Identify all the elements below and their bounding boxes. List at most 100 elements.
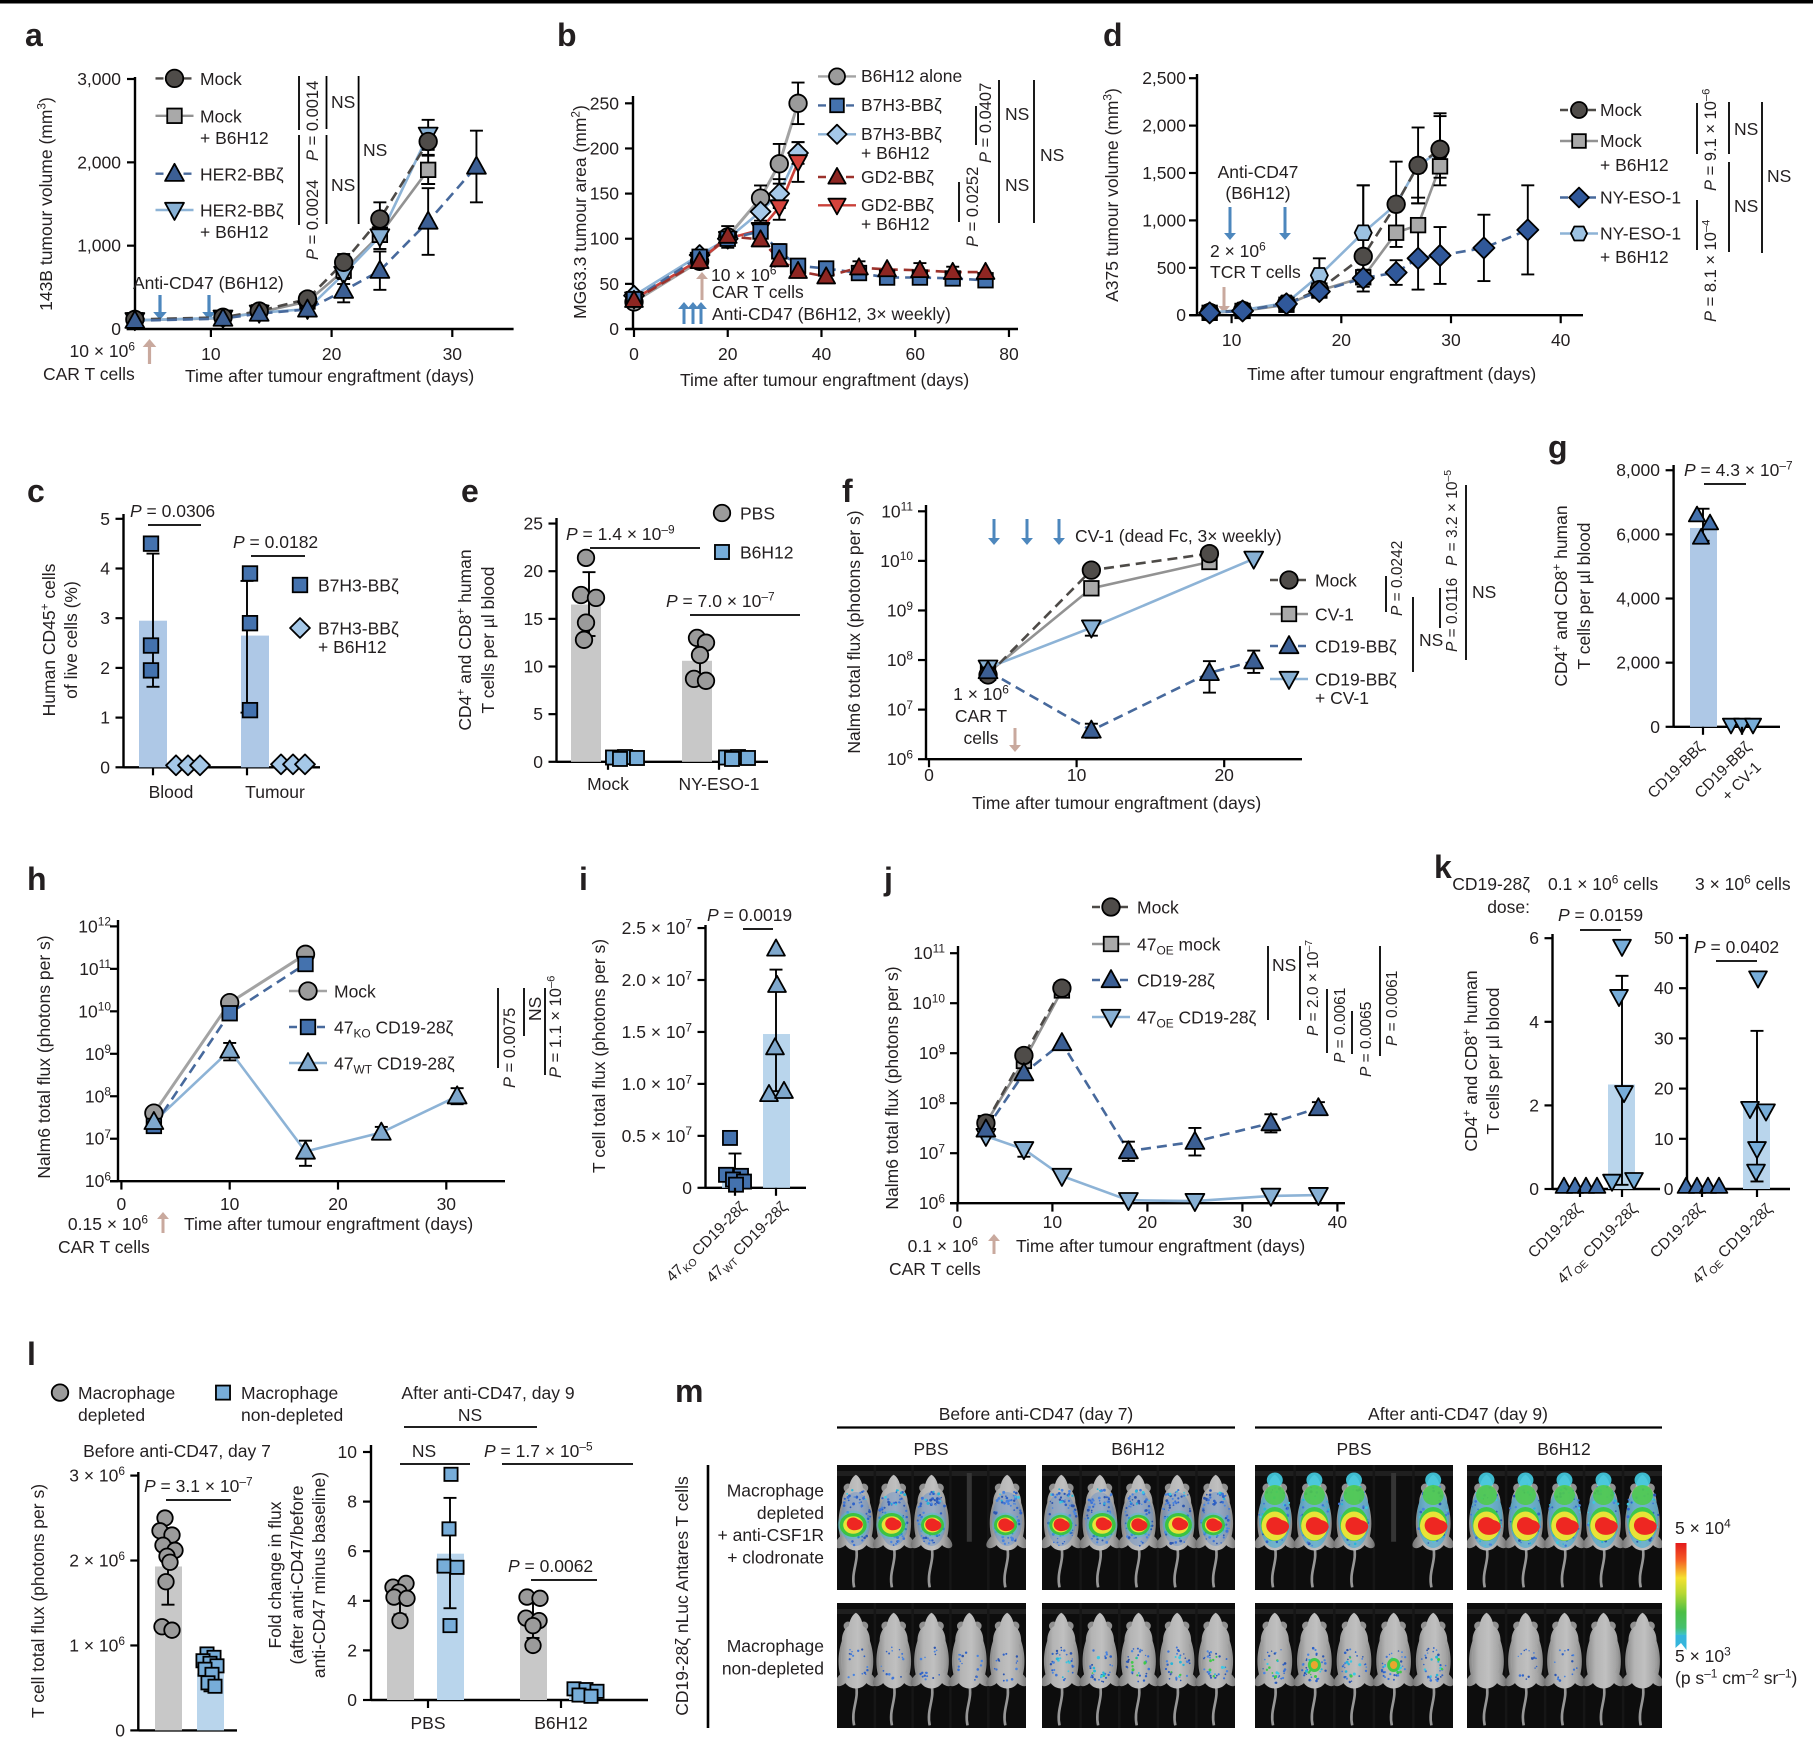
svg-text:Mock: Mock (1600, 100, 1642, 120)
svg-text:+ B6H12: + B6H12 (318, 637, 387, 657)
svg-text:20: 20 (1214, 765, 1234, 785)
svg-text:cells: cells (963, 728, 998, 748)
svg-text:PBS: PBS (913, 1439, 948, 1459)
svg-text:Macrophage: Macrophage (727, 1636, 824, 1656)
svg-text:P = 0.0019: P = 0.0019 (707, 905, 792, 925)
svg-text:30: 30 (437, 1194, 457, 1214)
svg-text:non-depleted: non-depleted (722, 1658, 824, 1678)
svg-text:k: k (1434, 849, 1452, 885)
svg-text:109: 109 (887, 599, 913, 621)
svg-text:40: 40 (1551, 330, 1571, 350)
svg-text:500: 500 (1157, 258, 1186, 278)
svg-text:CAR T cells: CAR T cells (712, 282, 804, 302)
svg-text:3: 3 (100, 608, 110, 628)
svg-text:P = 0.0252: P = 0.0252 (964, 167, 982, 247)
svg-text:B7H3-BBζ: B7H3-BBζ (861, 124, 942, 144)
svg-text:200: 200 (590, 138, 619, 158)
svg-text:CD19-28ζ: CD19-28ζ (1137, 971, 1215, 991)
svg-text:f: f (842, 473, 853, 509)
svg-text:20: 20 (328, 1194, 348, 1214)
svg-text:10: 10 (1067, 765, 1087, 785)
svg-text:Mock: Mock (1315, 571, 1357, 591)
svg-text:P = 0.0065: P = 0.0065 (1358, 1002, 1375, 1077)
svg-text:NS: NS (331, 92, 355, 112)
svg-text:6,000: 6,000 (1616, 524, 1660, 544)
svg-text:P = 3.1 × 10–7: P = 3.1 × 10–7 (144, 1474, 253, 1496)
svg-text:non-depleted: non-depleted (241, 1405, 343, 1425)
svg-text:1 × 106: 1 × 106 (953, 682, 1009, 704)
svg-text:CD19-28ζ nLuc Antares T cells: CD19-28ζ nLuc Antares T cells (672, 1476, 692, 1716)
svg-text:3 × 106: 3 × 106 (69, 1464, 125, 1486)
svg-text:of live cells (%): of live cells (%) (61, 581, 81, 699)
svg-text:NS: NS (1734, 119, 1758, 139)
svg-text:6: 6 (1529, 928, 1539, 948)
svg-text:PBS: PBS (740, 504, 775, 524)
svg-text:47WT CD19-28ζ: 47WT CD19-28ζ (334, 1054, 455, 1077)
svg-text:5: 5 (100, 509, 110, 529)
svg-text:5 × 104: 5 × 104 (1675, 1516, 1731, 1538)
svg-text:50: 50 (600, 274, 620, 294)
svg-text:P = 0.0402: P = 0.0402 (1694, 937, 1779, 957)
svg-text:20: 20 (1654, 1079, 1674, 1099)
svg-text:2 × 106: 2 × 106 (69, 1549, 125, 1571)
svg-text:2,500: 2,500 (1142, 68, 1186, 88)
svg-text:NY-ESO-1: NY-ESO-1 (1600, 224, 1681, 244)
svg-text:2.5 × 107: 2.5 × 107 (622, 916, 693, 938)
svg-text:Mock: Mock (587, 774, 629, 794)
svg-text:40: 40 (812, 344, 832, 364)
svg-text:P = 3.2 × 10–5: P = 3.2 × 10–5 (1442, 470, 1461, 566)
svg-text:e: e (461, 473, 479, 509)
svg-text:108: 108 (887, 648, 913, 670)
svg-text:30: 30 (1441, 330, 1461, 350)
svg-text:80: 80 (999, 344, 1019, 364)
svg-text:P = 0.0116: P = 0.0116 (1444, 578, 1461, 652)
svg-text:Macrophage: Macrophage (78, 1383, 175, 1403)
svg-text:2.0 × 107: 2.0 × 107 (622, 968, 693, 990)
svg-text:CAR T cells: CAR T cells (889, 1259, 981, 1279)
svg-text:P = 0.0062: P = 0.0062 (508, 1556, 593, 1576)
svg-text:(after anti-CD47/before: (after anti-CD47/before (287, 1486, 307, 1665)
svg-text:0: 0 (100, 757, 110, 777)
svg-text:10: 10 (524, 657, 544, 677)
svg-text:P = 1.7 × 10–5: P = 1.7 × 10–5 (484, 1439, 593, 1461)
svg-text:CV-1 (dead Fc, 3× weekly): CV-1 (dead Fc, 3× weekly) (1075, 526, 1282, 546)
svg-text:2: 2 (100, 658, 110, 678)
svg-text:50: 50 (1654, 928, 1674, 948)
svg-text:NS: NS (458, 1405, 482, 1425)
svg-text:CAR T: CAR T (955, 706, 1007, 726)
svg-text:P = 4.3 × 10–7: P = 4.3 × 10–7 (1684, 458, 1793, 480)
svg-text:P = 0.0014: P = 0.0014 (304, 81, 322, 161)
svg-text:dose:: dose: (1487, 897, 1530, 917)
svg-text:100: 100 (590, 229, 619, 249)
svg-text:P = 0.0024: P = 0.0024 (304, 180, 322, 260)
svg-text:NS: NS (1472, 582, 1496, 602)
svg-text:0.15 × 106: 0.15 × 106 (68, 1212, 148, 1234)
svg-text:NS: NS (363, 140, 387, 160)
svg-text:NS: NS (1005, 175, 1029, 195)
svg-text:4,000: 4,000 (1616, 589, 1660, 609)
svg-text:Mock: Mock (200, 69, 242, 89)
svg-text:Mock: Mock (334, 982, 376, 1002)
svg-text:20: 20 (718, 344, 738, 364)
svg-text:47OE CD19-28ζ: 47OE CD19-28ζ (1137, 1008, 1257, 1031)
svg-text:2: 2 (1529, 1095, 1539, 1115)
svg-text:+ clodronate: + clodronate (727, 1547, 824, 1567)
svg-text:T cells per µl blood: T cells per µl blood (478, 567, 498, 714)
svg-text:3,000: 3,000 (77, 69, 121, 89)
svg-text:40: 40 (1328, 1212, 1348, 1232)
svg-text:1010: 1010 (912, 992, 945, 1014)
svg-text:Tumour: Tumour (245, 782, 305, 802)
svg-text:Before anti-CD47 (day 7): Before anti-CD47 (day 7) (939, 1404, 1134, 1424)
svg-text:l: l (27, 1336, 36, 1372)
svg-text:0: 0 (117, 1194, 127, 1214)
svg-text:depleted: depleted (757, 1503, 824, 1523)
svg-text:NY-ESO-1: NY-ESO-1 (1600, 188, 1681, 208)
svg-text:T cells per µl blood: T cells per µl blood (1574, 523, 1594, 670)
svg-text:CD4+ and CD8+ human: CD4+ and CD8+ human (1549, 505, 1571, 686)
svg-text:B7H3-BBζ: B7H3-BBζ (861, 95, 942, 115)
svg-text:T cells per µl blood: T cells per µl blood (1483, 988, 1503, 1135)
svg-text:10: 10 (201, 344, 221, 364)
svg-text:PBS: PBS (410, 1713, 445, 1733)
svg-text:P = 0.0182: P = 0.0182 (233, 532, 318, 552)
svg-text:20: 20 (1138, 1212, 1158, 1232)
